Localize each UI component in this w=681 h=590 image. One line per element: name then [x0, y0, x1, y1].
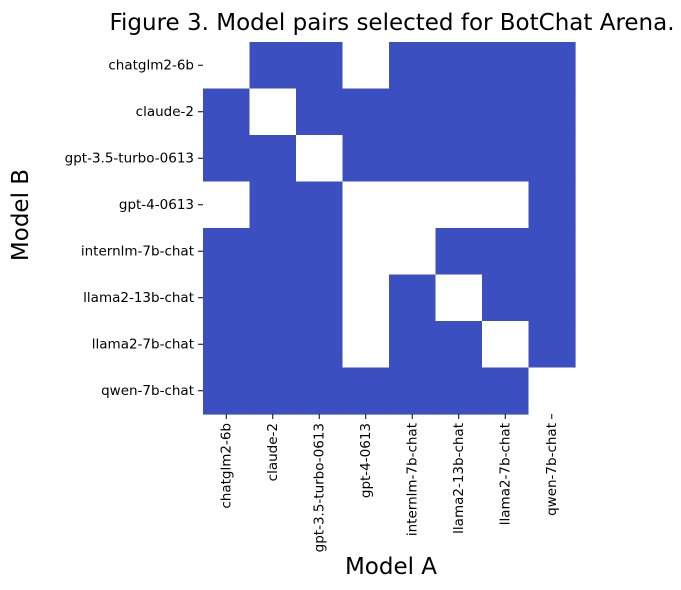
heatmap-cell: [342, 88, 390, 136]
heatmap-cell: [342, 42, 390, 90]
heatmap-cell: [342, 228, 390, 276]
heatmap-cell: [296, 88, 344, 136]
heatmap-cell: [528, 181, 576, 229]
y-tick-label: llama2-13b-chat: [83, 290, 194, 306]
heatmap-cell: [249, 181, 297, 229]
heatmap-cell: [389, 42, 437, 90]
chart-title: Figure 3. Model pairs selected for BotCh…: [109, 10, 674, 36]
heatmap-cell: [296, 228, 344, 276]
heatmap-cell: [249, 42, 297, 90]
heatmap-cell: [528, 228, 576, 276]
heatmap-cell: [296, 274, 344, 322]
y-tick-label: claude-2: [136, 104, 194, 120]
y-tick-label: chatglm2-6b: [108, 57, 194, 73]
heatmap-cell: [482, 321, 530, 369]
heatmap-cell: [435, 367, 483, 415]
heatmap-cell: [389, 274, 437, 322]
x-tick-label: llama2-7b-chat: [497, 423, 513, 525]
heatmap-cells: [203, 42, 576, 415]
heatmap-cell: [435, 321, 483, 369]
heatmap-cell: [203, 228, 251, 276]
y-axis-label: Model B: [8, 169, 34, 261]
x-tick-label: internlm-7b-chat: [404, 423, 420, 536]
heatmap-cell: [482, 42, 530, 90]
heatmap-cell: [389, 367, 437, 415]
heatmap-cell: [296, 367, 344, 415]
heatmap-cell: [249, 367, 297, 415]
heatmap-cell: [203, 42, 251, 90]
x-tick-label: chatglm2-6b: [218, 423, 234, 509]
heatmap-cell: [435, 135, 483, 183]
heatmap-cell: [528, 274, 576, 322]
heatmap-cell: [482, 228, 530, 276]
heatmap-cell: [296, 321, 344, 369]
y-tick-label: gpt-3.5-turbo-0613: [65, 150, 194, 166]
heatmap-cell: [203, 88, 251, 136]
heatmap-cell: [528, 88, 576, 136]
heatmap-cell: [296, 181, 344, 229]
heatmap-cell: [342, 135, 390, 183]
heatmap-cell: [435, 181, 483, 229]
heatmap-cell: [296, 135, 344, 183]
heatmap-cell: [249, 274, 297, 322]
x-tick-label: llama2-13b-chat: [451, 423, 467, 534]
y-axis-ticks: chatglm2-6b claude-2 gpt-3.5-turbo-0613 gpt…: [65, 57, 203, 399]
heatmap-cell: [528, 321, 576, 369]
heatmap-cell: [249, 135, 297, 183]
heatmap-cell: [342, 367, 390, 415]
heatmap-cell: [249, 321, 297, 369]
x-axis-label: Model A: [345, 554, 437, 580]
heatmap-cell: [203, 274, 251, 322]
x-tick-label: qwen-7b-chat: [544, 423, 560, 516]
heatmap-cell: [249, 228, 297, 276]
heatmap-cell: [482, 181, 530, 229]
heatmap-cell: [482, 135, 530, 183]
heatmap-cell: [203, 367, 251, 415]
y-tick-label: gpt-4-0613: [119, 197, 194, 213]
heatmap-cell: [435, 42, 483, 90]
heatmap-cell: [389, 88, 437, 136]
heatmap-cell: [389, 321, 437, 369]
y-tick-label: llama2-7b-chat: [92, 336, 194, 352]
heatmap-cell: [482, 274, 530, 322]
x-tick-label: claude-2: [265, 423, 281, 481]
heatmap-cell: [342, 321, 390, 369]
heatmap-cell: [389, 181, 437, 229]
heatmap-cell: [528, 135, 576, 183]
heatmap-cell: [435, 88, 483, 136]
heatmap-cell: [528, 367, 576, 415]
heatmap-cell: [528, 42, 576, 90]
heatmap-cell: [203, 321, 251, 369]
heatmap-cell: [203, 181, 251, 229]
y-tick-label: internlm-7b-chat: [81, 243, 194, 259]
x-tick-label: gpt-4-0613: [358, 423, 374, 498]
heatmap-cell: [296, 42, 344, 90]
heatmap-cell: [435, 228, 483, 276]
heatmap-cell: [203, 135, 251, 183]
y-tick-label: qwen-7b-chat: [101, 383, 194, 399]
heatmap-cell: [342, 274, 390, 322]
heatmap-cell: [389, 228, 437, 276]
heatmap-cell: [482, 88, 530, 136]
heatmap-cell: [435, 274, 483, 322]
heatmap-cell: [389, 135, 437, 183]
heatmap-cell: [249, 88, 297, 136]
x-axis-ticks: chatglm2-6b claude-2 gpt-3.5-turbo-0613 gpt…: [218, 414, 560, 552]
heatmap-cell: [342, 181, 390, 229]
heatmap-cell: [482, 367, 530, 415]
x-tick-label: gpt-3.5-turbo-0613: [311, 423, 327, 552]
